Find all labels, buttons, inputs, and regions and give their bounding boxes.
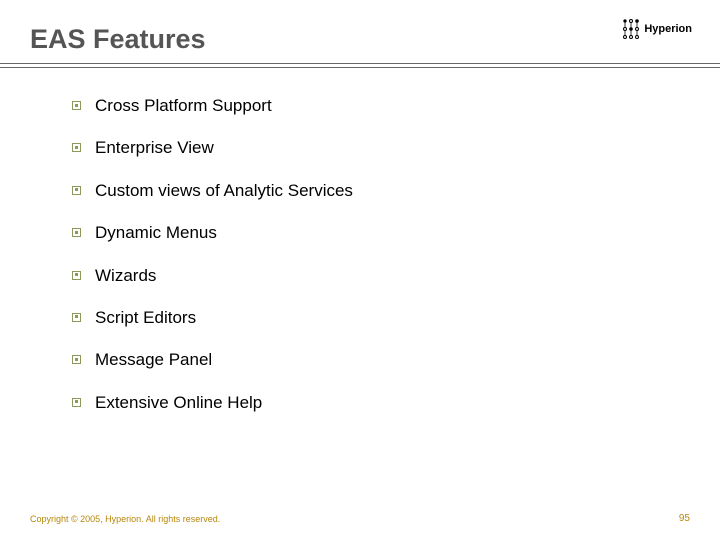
header-area: EAS Features — [0, 0, 720, 63]
page-number: 95 — [679, 513, 690, 524]
bullet-text: Extensive Online Help — [95, 393, 262, 413]
copyright-text: Copyright © 2005, Hyperion. All rights r… — [30, 514, 220, 524]
bullet-text: Cross Platform Support — [95, 96, 272, 116]
brand-logo: Hyperion — [622, 18, 692, 40]
list-item: Cross Platform Support — [72, 96, 720, 116]
bullet-text: Script Editors — [95, 308, 196, 328]
bullet-icon — [72, 101, 81, 110]
footer: Copyright © 2005, Hyperion. All rights r… — [30, 513, 690, 524]
bullet-icon — [72, 228, 81, 237]
list-item: Enterprise View — [72, 138, 720, 158]
bullet-text: Custom views of Analytic Services — [95, 181, 353, 201]
list-item: Dynamic Menus — [72, 223, 720, 243]
list-item: Message Panel — [72, 350, 720, 370]
bullet-icon — [72, 143, 81, 152]
bullet-icon — [72, 355, 81, 364]
bullet-icon — [72, 271, 81, 280]
bullet-icon — [72, 186, 81, 195]
hyperion-icon — [622, 18, 640, 40]
list-item: Custom views of Analytic Services — [72, 181, 720, 201]
content-area: Cross Platform Support Enterprise View C… — [0, 68, 720, 413]
divider-line — [0, 63, 720, 64]
bullet-text: Dynamic Menus — [95, 223, 217, 243]
list-item: Script Editors — [72, 308, 720, 328]
brand-name: Hyperion — [644, 23, 692, 35]
list-item: Wizards — [72, 266, 720, 286]
slide-container: EAS Features — [0, 0, 720, 540]
bullet-text: Message Panel — [95, 350, 212, 370]
bullet-text: Enterprise View — [95, 138, 214, 158]
slide-title: EAS Features — [30, 24, 690, 63]
bullet-icon — [72, 313, 81, 322]
bullet-icon — [72, 398, 81, 407]
list-item: Extensive Online Help — [72, 393, 720, 413]
bullet-text: Wizards — [95, 266, 156, 286]
